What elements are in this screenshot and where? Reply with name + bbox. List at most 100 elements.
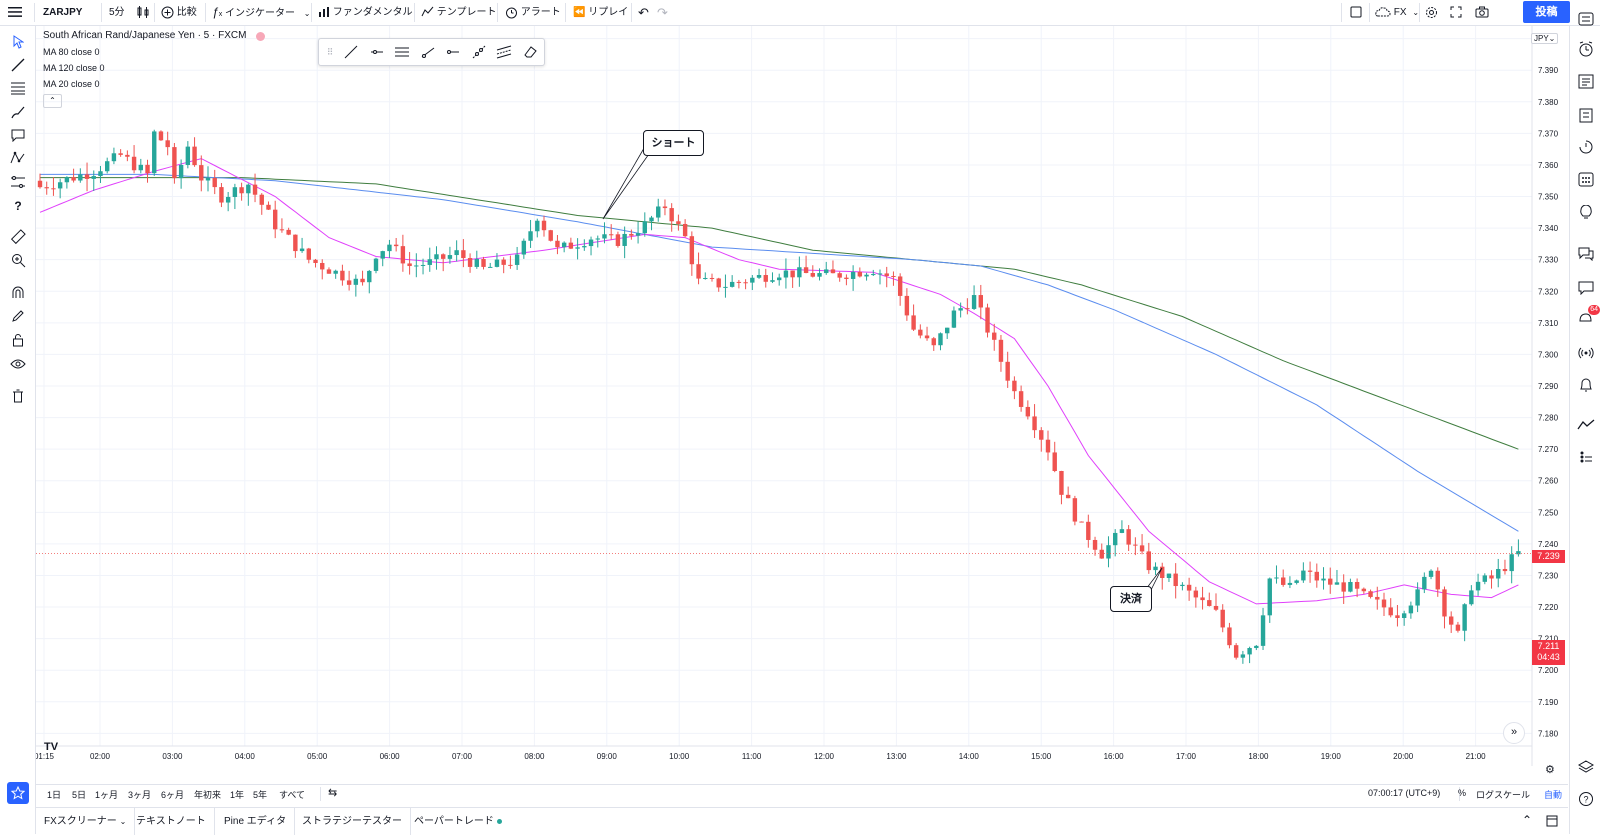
cursor-icon[interactable] xyxy=(8,32,28,52)
calendar-icon[interactable] xyxy=(1575,168,1597,190)
log-scale-toggle[interactable]: ログスケール xyxy=(1476,790,1531,800)
layers-icon[interactable] xyxy=(1575,756,1597,778)
zoom-in-icon[interactable] xyxy=(8,250,28,270)
short-callout[interactable]: ショート xyxy=(643,130,704,156)
alarm-clock-icon[interactable] xyxy=(1575,38,1597,60)
layout-menu[interactable]: FX ⌄ xyxy=(1375,0,1419,25)
extended-line-icon[interactable] xyxy=(470,43,488,61)
notifications-icon[interactable]: 64 xyxy=(1575,305,1600,330)
parallel-channel-icon[interactable] xyxy=(495,43,513,61)
eraser-icon[interactable] xyxy=(521,43,539,61)
help-question-icon[interactable]: ? xyxy=(14,199,22,213)
currency-selector[interactable]: JPY⌄ xyxy=(1531,33,1559,44)
range-all[interactable]: すべて xyxy=(279,790,306,800)
ma120-line[interactable] xyxy=(40,173,1519,532)
prediction-icon[interactable] xyxy=(8,172,28,192)
scroll-to-realtime-button[interactable]: » xyxy=(1503,722,1525,744)
streams-icon[interactable] xyxy=(1575,242,1597,264)
settings-gear-icon[interactable] xyxy=(1425,0,1438,25)
trash-icon[interactable] xyxy=(8,386,28,406)
drawing-lock-pencil-icon[interactable] xyxy=(8,306,28,326)
range-6m[interactable]: 6ヶ月 xyxy=(161,790,185,800)
candle xyxy=(1072,495,1078,526)
close-callout[interactable]: 決済 xyxy=(1110,586,1152,612)
trend-line-icon[interactable] xyxy=(342,43,360,61)
magnet-icon[interactable] xyxy=(8,283,28,303)
range-ytd[interactable]: 年初来 xyxy=(194,790,222,800)
hotlist-clock-icon[interactable] xyxy=(1575,136,1597,158)
candle xyxy=(1213,593,1219,612)
candle xyxy=(548,229,553,242)
replay-button[interactable]: ⏪ リプレイ xyxy=(573,0,628,25)
range-5d[interactable]: 5日 xyxy=(72,790,87,800)
broadcast-icon[interactable] xyxy=(1575,342,1597,364)
collapse-panel-icon[interactable]: ⌃ xyxy=(1522,813,1533,827)
horizontal-line-icon[interactable] xyxy=(444,43,462,61)
templates-button[interactable]: テンプレート xyxy=(421,0,496,25)
camera-icon[interactable] xyxy=(1475,0,1489,25)
fullscreen-select-icon[interactable] xyxy=(1350,0,1362,25)
tab-pine-editor[interactable]: Pine エディタ xyxy=(216,808,296,835)
alert-button[interactable]: アラート xyxy=(505,0,561,25)
legend-collapse-button[interactable]: ⌃ xyxy=(43,94,62,108)
utc-clock[interactable]: 07:00:17 (UTC+9) xyxy=(1368,788,1441,798)
fib-icon[interactable] xyxy=(393,43,411,61)
tab-text-notes[interactable]: テキストノート xyxy=(128,808,215,835)
chart-type-icon[interactable] xyxy=(136,0,150,25)
ideas-lightbulb-icon[interactable] xyxy=(1575,202,1597,224)
text-comment-icon[interactable] xyxy=(8,125,28,145)
horizontal-ray-icon[interactable] xyxy=(368,43,386,61)
watchlist-icon[interactable] xyxy=(1575,8,1597,30)
chat-icon[interactable] xyxy=(1575,276,1597,298)
help-circle-icon[interactable]: ? xyxy=(1575,788,1597,810)
candle xyxy=(1220,604,1225,633)
ruler-icon[interactable] xyxy=(8,227,28,247)
legend-ma20[interactable]: MA 20 close 0 xyxy=(43,79,100,89)
tab-paper-trading[interactable]: ペーパートレード xyxy=(406,808,510,835)
pattern-icon[interactable] xyxy=(8,148,28,168)
compare-button[interactable]: 比較 xyxy=(161,0,197,25)
bell-icon[interactable] xyxy=(1575,374,1597,396)
redo-icon[interactable]: ↷ xyxy=(657,5,668,20)
drag-handle-icon[interactable]: ⠿ xyxy=(326,46,334,57)
data-window-icon[interactable] xyxy=(1575,104,1597,126)
favorites-star-icon[interactable] xyxy=(7,782,29,804)
tab-fx-screener[interactable]: FXスクリーナー ⌄ xyxy=(36,808,136,835)
eye-icon[interactable] xyxy=(8,354,28,374)
brush-icon[interactable] xyxy=(8,102,28,122)
candle xyxy=(367,269,372,294)
goto-date-icon[interactable]: ⇆ xyxy=(328,787,338,799)
candle xyxy=(857,267,863,278)
trend-chart-icon[interactable] xyxy=(1575,414,1597,436)
range-5y[interactable]: 5年 xyxy=(253,790,268,800)
post-button[interactable]: 投稿 xyxy=(1523,1,1570,23)
range-1m[interactable]: 1ヶ月 xyxy=(95,790,119,800)
fx-icon: ƒ xyxy=(212,5,219,19)
ma80-line[interactable] xyxy=(40,177,1519,450)
object-tree-icon[interactable] xyxy=(1575,446,1597,468)
legend-ma120[interactable]: MA 120 close 0 xyxy=(43,63,105,73)
news-icon[interactable] xyxy=(1575,70,1597,92)
undo-icon[interactable]: ↶ xyxy=(638,5,649,20)
interval-button[interactable]: 5分 xyxy=(109,7,125,18)
legend-ma80[interactable]: MA 80 close 0 xyxy=(43,47,100,57)
indicators-button[interactable]: ƒx インジケーター ⌄ xyxy=(212,5,311,19)
fib-retracement-icon[interactable] xyxy=(8,78,28,98)
symbol-search-button[interactable]: ZARJPY xyxy=(43,7,83,18)
fundamentals-button[interactable]: ファンダメンタル xyxy=(318,0,412,25)
trend-line-icon[interactable] xyxy=(8,55,28,75)
percent-toggle[interactable]: % xyxy=(1458,788,1467,798)
range-1y[interactable]: 1年 xyxy=(230,790,245,800)
price-chart[interactable]: 7.4007.3907.3807.3707.3607.3507.3407.330… xyxy=(36,26,1569,784)
range-1d[interactable]: 1日 xyxy=(47,790,62,800)
menu-icon[interactable] xyxy=(8,0,22,25)
axis-settings-gear-icon[interactable]: ⚙ xyxy=(1545,764,1555,776)
ma20-line[interactable] xyxy=(39,158,1519,605)
maximize-panel-icon[interactable] xyxy=(1546,814,1558,832)
range-3m[interactable]: 3ヶ月 xyxy=(128,790,152,800)
fullscreen-icon[interactable] xyxy=(1450,0,1462,25)
ray-icon[interactable] xyxy=(419,43,437,61)
lock-icon[interactable] xyxy=(8,330,28,350)
tab-strategy-tester[interactable]: ストラテジーテスター xyxy=(294,808,411,835)
auto-scale-toggle[interactable]: 自動 xyxy=(1544,790,1563,800)
